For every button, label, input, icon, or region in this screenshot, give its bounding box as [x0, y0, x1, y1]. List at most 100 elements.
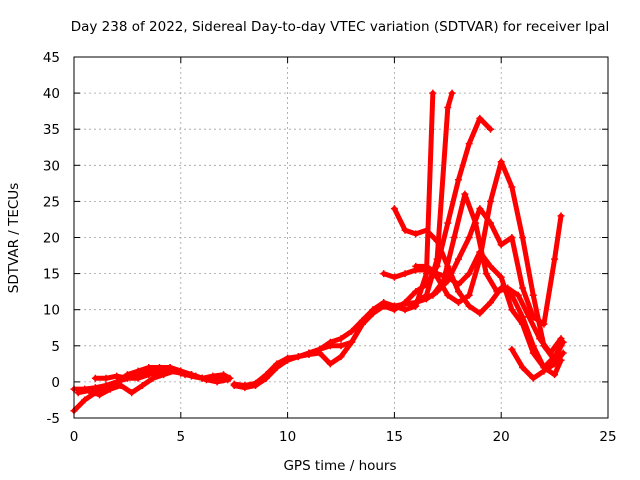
data-point — [91, 384, 99, 392]
data-point — [422, 262, 430, 270]
data-point — [476, 205, 484, 213]
data-point — [482, 270, 490, 278]
x-tick-label: 25 — [599, 429, 616, 445]
y-tick-label: 0 — [51, 375, 60, 391]
y-tick-label: 15 — [43, 267, 60, 283]
chart-title: Day 238 of 2022, Sidereal Day-to-day VTE… — [71, 19, 610, 35]
data-point — [390, 273, 398, 281]
data-point — [429, 291, 437, 299]
axis-ticks: 0 5 10 15 20 25 -5 0 5 10 15 20 25 30 35 40 45 — [43, 50, 617, 445]
data-point — [433, 270, 441, 278]
data-point — [412, 230, 420, 238]
data-point — [433, 237, 441, 245]
data-point — [390, 306, 398, 314]
data-point — [551, 255, 559, 263]
data-point — [487, 219, 495, 227]
data-point — [519, 234, 527, 241]
data-point — [209, 372, 217, 380]
data-point — [128, 389, 136, 397]
data-point — [380, 302, 388, 310]
data-point — [187, 372, 195, 380]
data-point — [461, 190, 469, 198]
series-arc-i — [390, 205, 565, 379]
data-point — [273, 360, 281, 368]
series-arc-g — [305, 114, 495, 357]
data-point — [326, 360, 334, 368]
data-point — [497, 273, 505, 281]
data-point — [294, 353, 302, 361]
data-point — [337, 353, 345, 361]
data-point — [551, 360, 559, 368]
data-point — [551, 353, 559, 361]
data-point — [348, 338, 356, 346]
data-point — [472, 219, 480, 227]
y-tick-label: 5 — [51, 339, 60, 355]
data-point — [487, 197, 495, 205]
data-point — [487, 262, 495, 270]
data-point — [529, 291, 537, 299]
data-point — [123, 374, 131, 382]
y-tick-label: 20 — [43, 231, 60, 247]
data-point — [369, 309, 377, 317]
data-point — [412, 262, 420, 270]
data-point — [326, 342, 334, 350]
data-point — [74, 389, 82, 397]
data-point — [444, 104, 452, 112]
y-axis-label: SDTVAR / TECUs — [6, 183, 22, 293]
data-point — [213, 378, 221, 386]
data-point — [138, 382, 146, 390]
data-point — [401, 226, 409, 234]
data-point — [241, 382, 249, 390]
data-point — [444, 291, 452, 299]
data-point — [422, 280, 430, 288]
data-point — [401, 298, 409, 306]
series-arc-d — [91, 367, 234, 382]
data-point — [102, 374, 110, 382]
x-tick-label: 5 — [177, 429, 186, 445]
grid-lines — [73, 56, 609, 419]
series-trace — [509, 346, 566, 381]
data-point — [358, 320, 366, 328]
data-point — [380, 270, 388, 278]
data-point — [91, 374, 99, 382]
data-point — [529, 349, 537, 357]
data-point — [559, 349, 567, 357]
data-point — [497, 241, 505, 249]
data-point — [454, 298, 462, 306]
data-point — [465, 140, 473, 148]
data-point — [557, 335, 565, 343]
data-point — [81, 396, 89, 404]
data-point — [198, 374, 206, 382]
data-point — [497, 158, 505, 166]
data-point — [557, 212, 565, 220]
data-point — [85, 387, 93, 395]
series-trace — [231, 90, 455, 389]
data-point — [508, 234, 516, 241]
data-point — [145, 371, 153, 379]
data-point — [102, 382, 110, 390]
data-point — [252, 379, 260, 387]
data-point — [166, 367, 174, 375]
x-tick-label: 10 — [279, 429, 296, 445]
y-tick-label: 35 — [43, 122, 60, 138]
data-point — [220, 371, 228, 379]
data-point — [337, 342, 345, 350]
data-point — [493, 288, 501, 296]
data-point — [504, 284, 512, 292]
y-tick-label: 25 — [43, 194, 60, 210]
data-point — [106, 385, 114, 393]
data-point — [448, 89, 456, 97]
data-point — [113, 372, 121, 380]
data-point — [540, 367, 548, 375]
data-point — [508, 183, 516, 191]
data-point — [525, 313, 533, 321]
data-point — [444, 219, 452, 227]
series-trace — [419, 191, 564, 356]
data-point — [226, 374, 234, 382]
data-point — [401, 270, 409, 278]
data-point — [454, 176, 462, 184]
data-point — [546, 349, 554, 357]
data-point — [508, 345, 516, 353]
data-point — [465, 291, 473, 299]
data-point — [418, 295, 426, 303]
